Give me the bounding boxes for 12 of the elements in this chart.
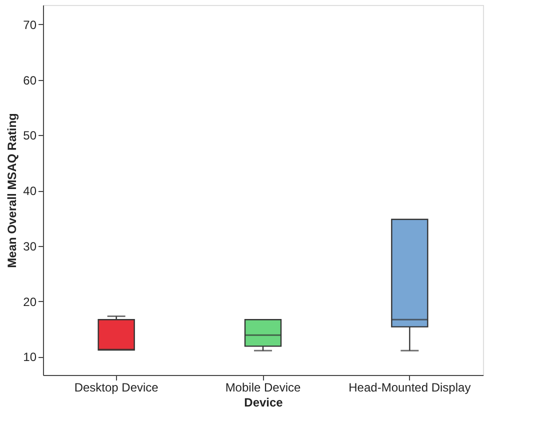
y-tick-label: 20 <box>23 294 37 309</box>
x-tick-label: Head-Mounted Display <box>348 380 471 394</box>
y-tick-label: 30 <box>23 239 37 254</box>
x-axis-title: Device <box>244 396 284 410</box>
y-tick-label: 60 <box>23 73 37 88</box>
y-tick-label: 70 <box>23 18 37 32</box>
y-tick-label: 50 <box>23 128 37 143</box>
y-axis-title: Mean Overall MSAQ Rating <box>5 113 20 268</box>
y-tick-label: 40 <box>23 184 37 198</box>
y-tick-label: 10 <box>23 350 37 364</box>
x-tick-label: Desktop Device <box>74 380 159 394</box>
x-tick-label: Mobile Device <box>225 380 301 394</box>
